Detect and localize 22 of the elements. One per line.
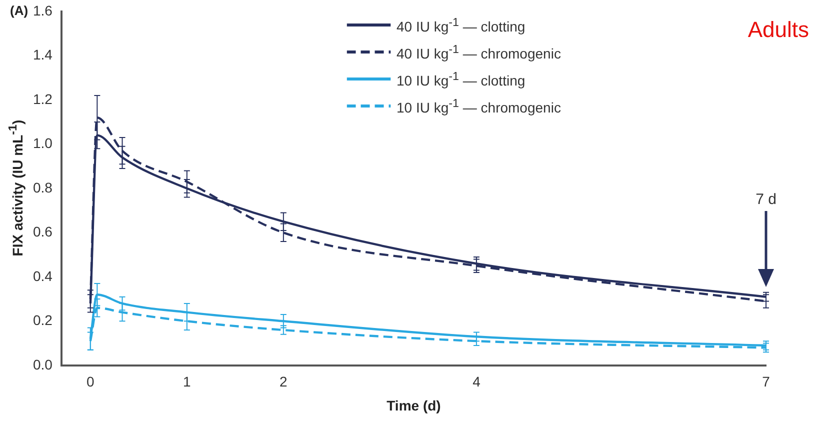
x-tick-label: 1: [183, 374, 192, 390]
annotation: Adults: [748, 17, 809, 44]
x-tick-label: 7: [762, 374, 770, 390]
y-tick-label: 1.6: [32, 2, 53, 18]
legend-label: 10 IU kg$^{-1}$ — clotting: [396, 70, 526, 88]
legend-label: 40 IU kg$^{-1}$ — chromogenic: [396, 42, 561, 62]
x-axis-title: Time (d): [386, 397, 441, 414]
y-tick-label: 0.6: [32, 224, 53, 240]
y-tick-label: 1.2: [32, 90, 53, 107]
x-tick-label: 0: [86, 374, 95, 390]
y-tick-label: 1.0: [32, 135, 53, 152]
x-tick-label: 2: [280, 374, 288, 390]
y-tick-label: 0.8: [32, 179, 53, 196]
text: (A): [10, 3, 28, 18]
y-tick-label: 0.2: [32, 312, 53, 328]
legend-label: 10 IU kg$^{-1}$ — chromogenic: [396, 96, 561, 116]
annotation: 7 d: [756, 191, 776, 208]
y-tick-label: 0.0: [32, 356, 53, 372]
legend-label: 40 IU kg$^{-1}$ — clotting: [396, 16, 526, 34]
y-tick-label: 0.4: [32, 268, 53, 284]
x-tick-label: 4: [472, 374, 481, 390]
y-tick-label: 1.4: [32, 46, 53, 63]
